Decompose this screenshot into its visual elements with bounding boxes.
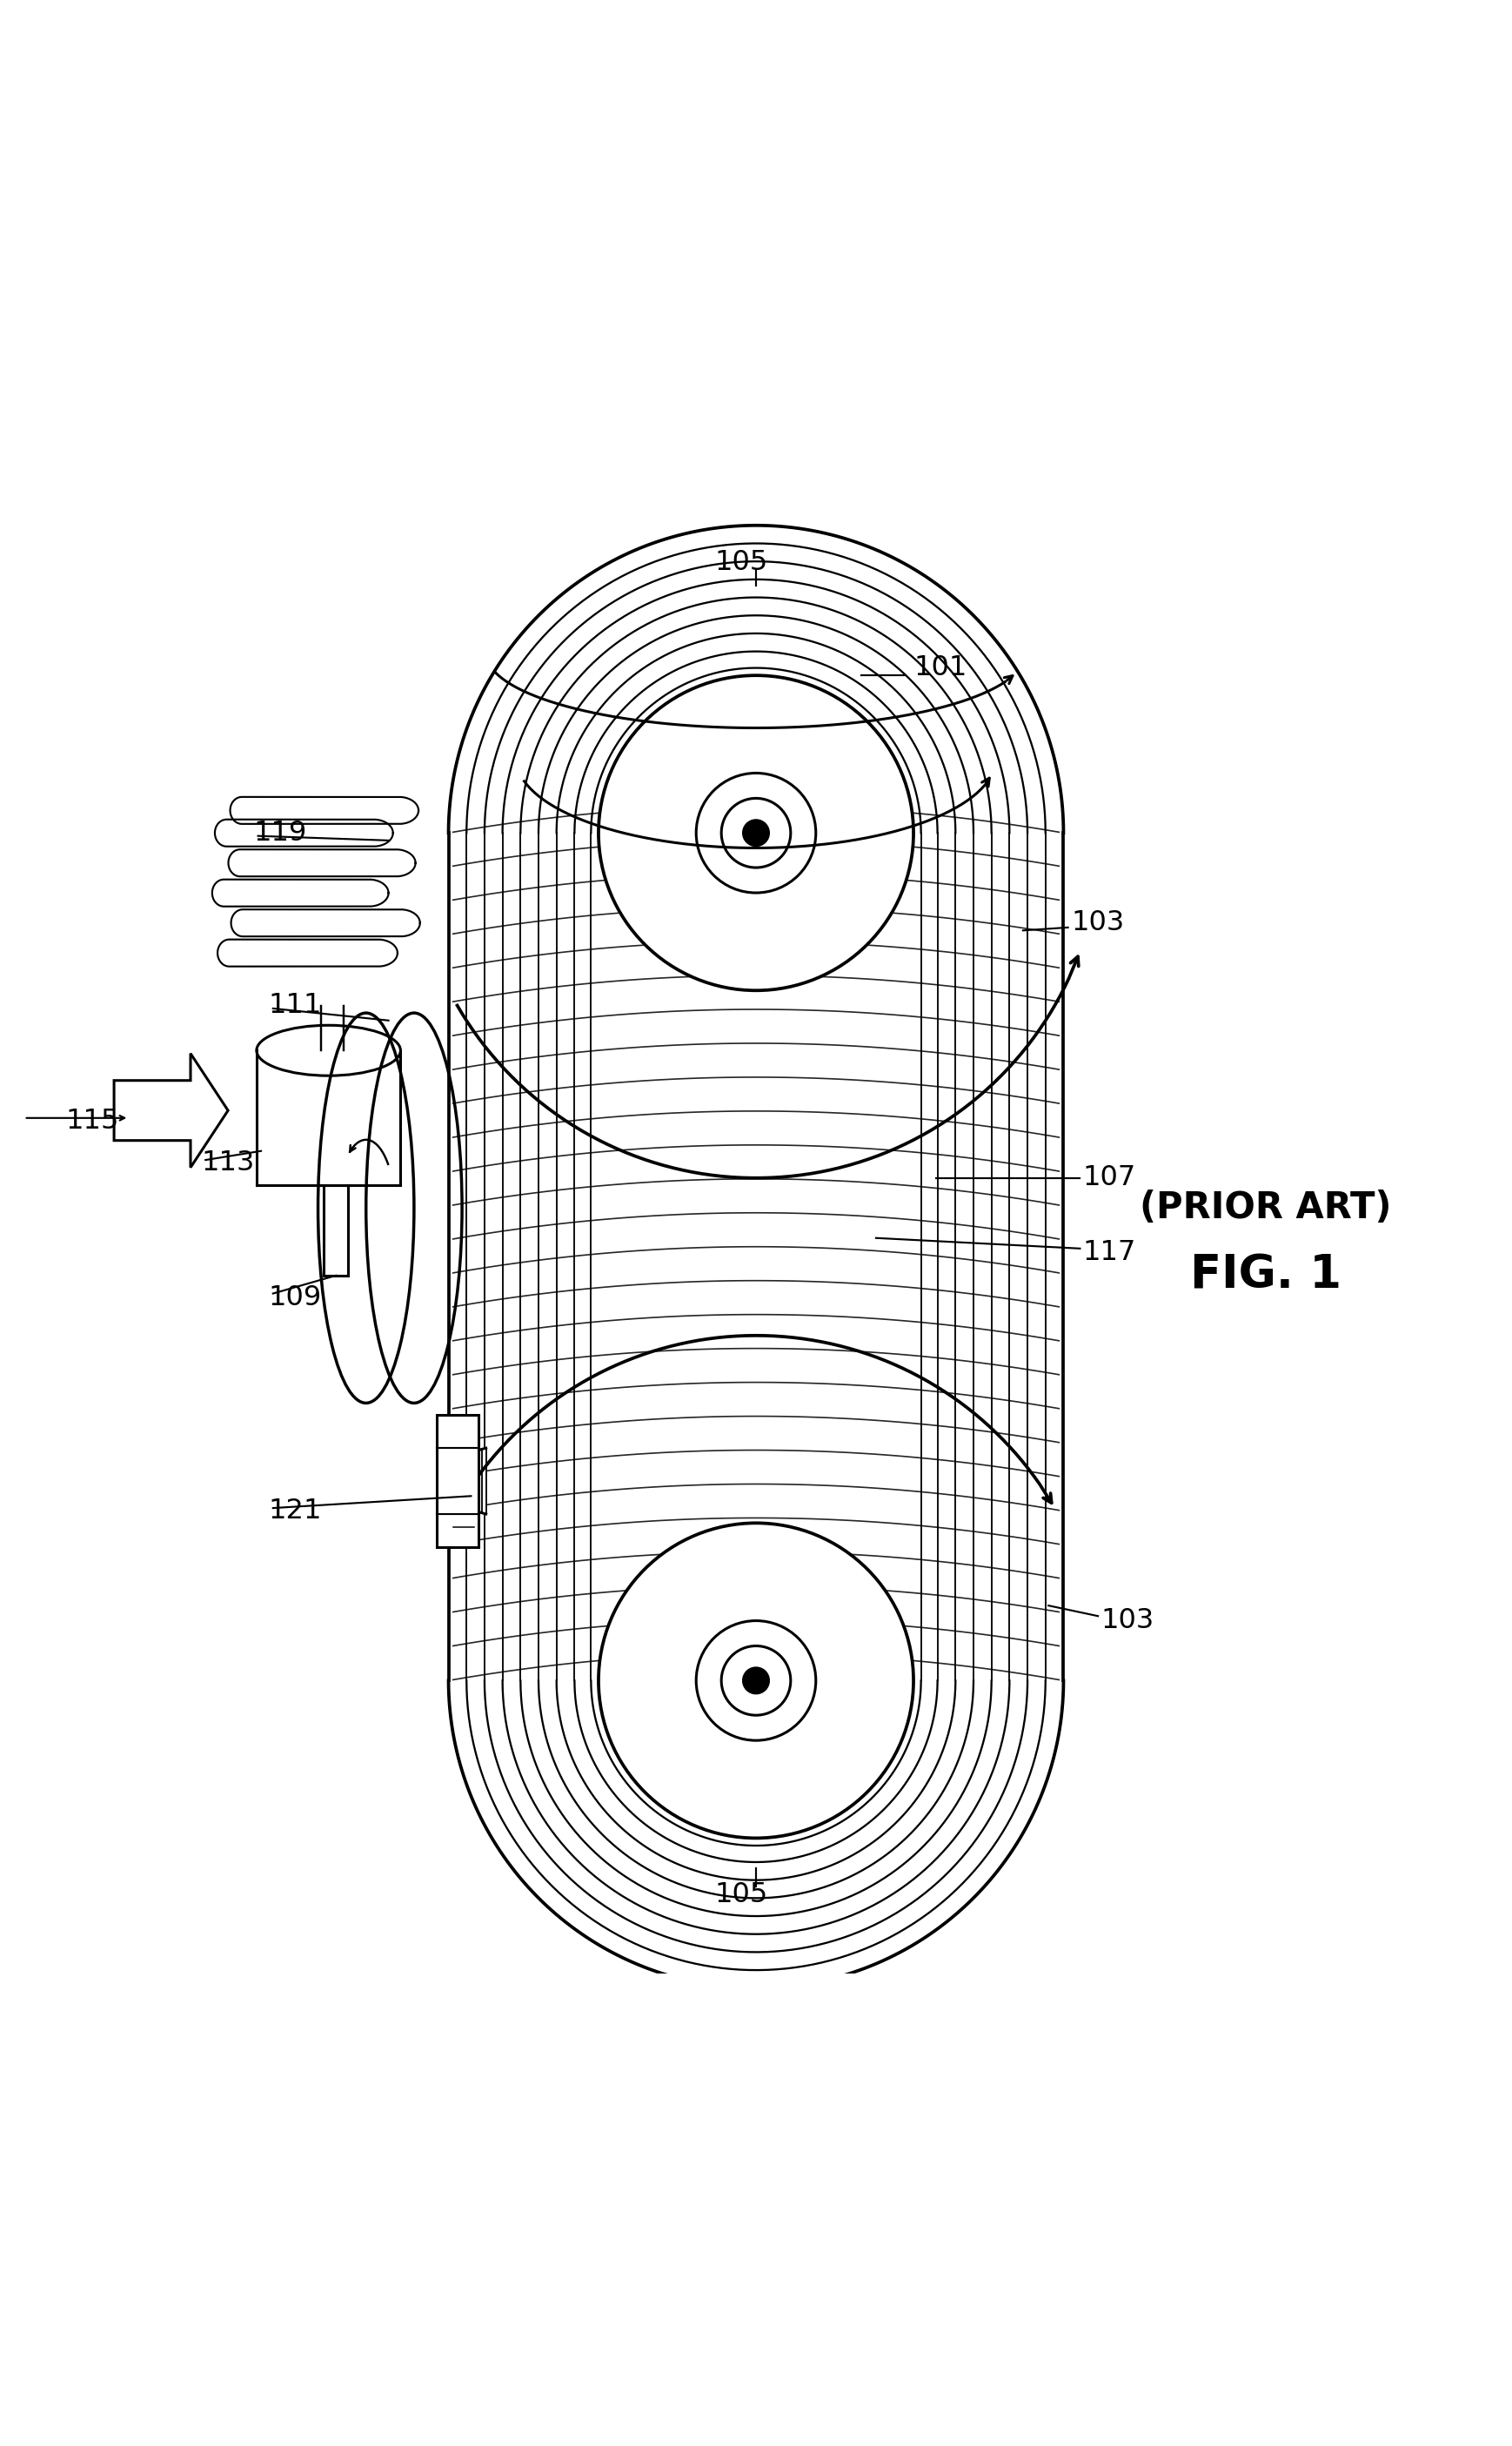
Text: 119: 119 xyxy=(254,819,307,846)
Text: 105: 105 xyxy=(714,550,768,577)
Polygon shape xyxy=(113,1054,228,1167)
Ellipse shape xyxy=(744,819,768,846)
Ellipse shape xyxy=(599,675,913,991)
Text: FIG. 1: FIG. 1 xyxy=(1190,1252,1341,1299)
Text: 107: 107 xyxy=(1083,1164,1136,1191)
Ellipse shape xyxy=(744,1668,768,1693)
Text: 115: 115 xyxy=(67,1108,119,1135)
Ellipse shape xyxy=(599,1524,913,1837)
Text: 117: 117 xyxy=(1083,1240,1137,1267)
Text: 109: 109 xyxy=(269,1284,322,1311)
Text: 101: 101 xyxy=(913,656,966,682)
Text: (PRIOR ART): (PRIOR ART) xyxy=(1140,1189,1393,1225)
Text: 105: 105 xyxy=(714,1881,768,1908)
Text: 121: 121 xyxy=(269,1497,322,1524)
Text: 103: 103 xyxy=(1101,1607,1154,1634)
Text: 103: 103 xyxy=(1070,910,1125,937)
Bar xyxy=(437,1416,478,1546)
Text: 113: 113 xyxy=(201,1150,254,1177)
Text: 111: 111 xyxy=(269,993,322,1020)
